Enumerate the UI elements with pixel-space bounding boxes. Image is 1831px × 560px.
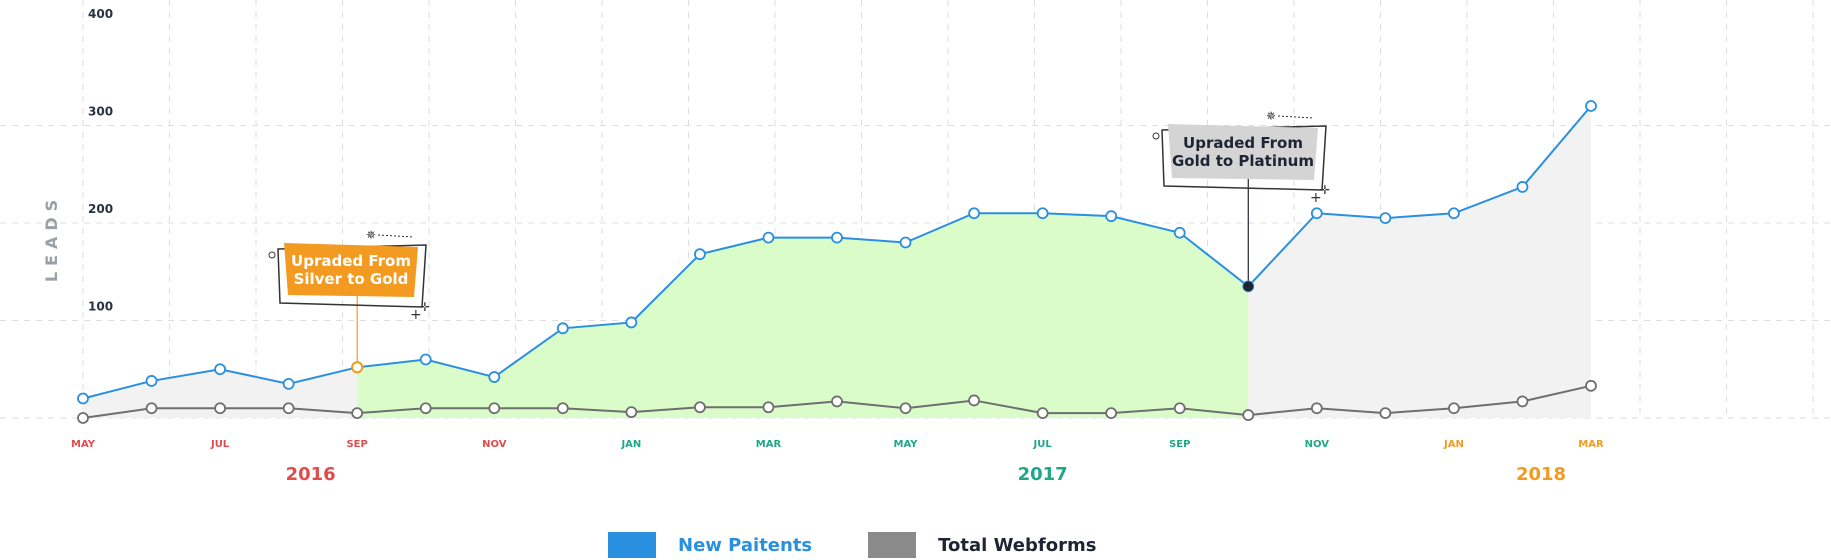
data-point-new-patients (694, 248, 706, 261)
data-point-total-webforms (694, 401, 706, 414)
x-tick-label: JAN (1443, 439, 1464, 450)
data-point-new-patients (1310, 207, 1323, 220)
x-tick-label: MAR (756, 439, 782, 450)
annotation-marker (351, 361, 364, 374)
data-point-new-patients (214, 363, 226, 376)
callout-decoration (1277, 115, 1315, 119)
data-point-total-webforms (1310, 402, 1323, 415)
year-label: 2017 (1018, 464, 1068, 485)
data-point-total-webforms (556, 402, 569, 415)
data-point-total-webforms (488, 402, 501, 415)
sparkle-icon: ✵ (366, 228, 376, 242)
data-point-total-webforms (1585, 379, 1597, 392)
data-point-new-patients (762, 231, 775, 244)
callout-text-line: Gold to Platinum (1172, 152, 1314, 170)
x-tick-label: JAN (620, 439, 641, 450)
data-point-new-patients (282, 377, 295, 390)
data-point-new-patients (968, 207, 980, 220)
sparkle-icon: ✵ (1266, 109, 1276, 123)
data-point-total-webforms (77, 412, 89, 424)
plus-icon: + (410, 307, 422, 323)
data-point-new-patients (1105, 210, 1118, 223)
data-point-total-webforms (1242, 409, 1255, 421)
callout-background (1168, 124, 1318, 180)
data-point-total-webforms (1173, 402, 1186, 415)
data-point-new-patients (419, 353, 432, 366)
callout-text-line: Upraded From (1183, 134, 1303, 152)
x-tick-label: JUL (210, 439, 230, 450)
annotation-marker (1243, 281, 1254, 292)
callout-decoration (268, 251, 276, 259)
data-point-total-webforms (214, 402, 226, 415)
callout-text-line: Upraded From (291, 252, 411, 270)
data-point-total-webforms (1105, 407, 1118, 420)
plus-icon: + (1310, 190, 1322, 206)
data-point-total-webforms (831, 395, 843, 408)
y-tick-label: 200 (88, 202, 113, 216)
legend-item-new-patients[interactable]: New Paitents (608, 532, 812, 558)
x-tick-label: MAY (71, 439, 96, 450)
data-point-new-patients (831, 231, 843, 244)
y-tick-label: 300 (88, 105, 113, 119)
data-point-new-patients (556, 322, 569, 335)
data-point-new-patients (625, 316, 638, 329)
crosshair-icon: ✛ (420, 300, 430, 314)
x-tick-label: SEP (1169, 439, 1190, 450)
legend-swatch-total-webforms (868, 532, 917, 558)
year-label: 2016 (286, 464, 336, 485)
year-label: 2018 (1516, 464, 1566, 485)
data-point-new-patients (1036, 207, 1049, 220)
x-tick-label: MAR (1578, 439, 1604, 450)
legend-label-total-webforms: Total Webforms (938, 534, 1097, 556)
chart-legend: New Paitents Total Webforms (608, 532, 1152, 558)
callout-background (284, 243, 418, 297)
data-point-new-patients (1516, 181, 1529, 193)
data-point-total-webforms (419, 402, 432, 415)
callout-decoration (377, 234, 415, 238)
data-point-total-webforms (625, 406, 638, 419)
x-tick-label: NOV (1305, 439, 1330, 450)
legend-label-new-patients: New Paitents (678, 534, 813, 556)
shaded-region (1248, 106, 1591, 418)
callout-text-line: Silver to Gold (294, 270, 409, 288)
data-point-total-webforms (1036, 407, 1049, 420)
data-point-total-webforms (145, 402, 158, 415)
legend-swatch-new-patients (608, 532, 656, 558)
shaded-region (357, 213, 1249, 418)
crosshair-icon: ✛ (1320, 183, 1330, 197)
x-tick-label: SEP (346, 439, 367, 450)
data-point-total-webforms (282, 402, 295, 415)
data-point-new-patients (1585, 100, 1597, 112)
x-tick-label: MAY (894, 439, 919, 450)
data-point-total-webforms (762, 401, 775, 414)
data-point-new-patients (1379, 212, 1392, 225)
callout-decoration (1152, 132, 1160, 140)
data-point-new-patients (899, 236, 912, 249)
y-tick-label: 400 (88, 7, 113, 21)
legend-item-total-webforms[interactable]: Total Webforms (868, 532, 1096, 558)
data-point-new-patients (77, 392, 89, 405)
x-tick-label: JUL (1033, 439, 1053, 450)
x-tick-label: NOV (482, 439, 507, 450)
y-tick-label: 100 (88, 300, 113, 314)
data-point-total-webforms (1448, 402, 1460, 415)
data-point-total-webforms (1516, 395, 1529, 408)
y-axis-label: LEADS (42, 194, 61, 282)
data-point-new-patients (145, 375, 158, 387)
data-point-total-webforms (899, 402, 912, 415)
data-point-total-webforms (351, 407, 364, 420)
data-point-total-webforms (1379, 407, 1392, 420)
data-point-new-patients (488, 371, 501, 383)
data-point-new-patients (1173, 226, 1186, 239)
data-point-total-webforms (968, 394, 980, 407)
data-point-new-patients (1448, 207, 1460, 220)
